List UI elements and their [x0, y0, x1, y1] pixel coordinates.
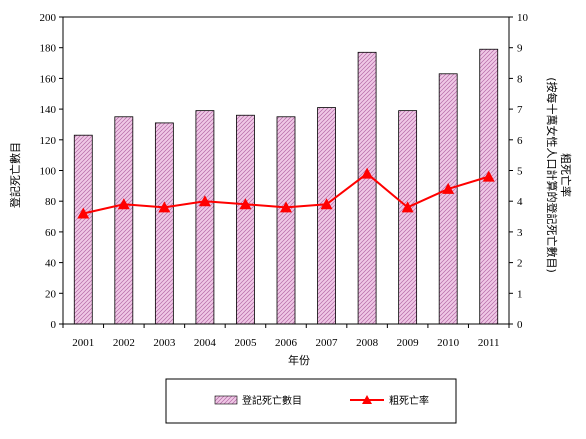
legend: 登記死亡數目 粗死亡率 — [165, 378, 457, 424]
legend-frame — [165, 378, 457, 424]
legend-line-label: 粗死亡率 — [389, 394, 429, 407]
legend-bar-label: 登記死亡數目 — [242, 394, 302, 407]
axes: 0 20 40 60 80 100 120 140 160 180 200 0 1 2 3 4 5 6 7 8 9 10 2… — [40, 12, 529, 349]
left-y-axis-title: 登記死亡數目 — [8, 142, 22, 208]
x-tick-label: 2006 — [275, 337, 298, 349]
left-y-tick-label: 120 — [40, 135, 57, 147]
line-point — [239, 198, 252, 210]
bar — [479, 48, 499, 325]
line-point — [401, 201, 414, 213]
right-y-axis-subtitle: (按每十萬女性人口計算的登記死亡數目) — [545, 77, 559, 273]
left-y-tick-label: 20 — [45, 288, 57, 300]
bar — [317, 107, 336, 325]
line-point — [280, 201, 292, 213]
right-y-tick-label: 10 — [517, 12, 529, 24]
line-point — [158, 201, 171, 213]
x-tick-label: 2009 — [397, 337, 420, 349]
left-y-tick-label: 140 — [40, 104, 57, 116]
legend-line-marker — [362, 395, 372, 404]
right-y-tick-label: 7 — [517, 104, 523, 116]
right-y-tick-label: 4 — [517, 196, 523, 208]
x-tick-label: 2002 — [113, 337, 135, 349]
right-y-axis-title: 粗死亡率 — [559, 153, 573, 197]
right-y-tick-label: 5 — [517, 166, 523, 178]
left-y-tick-label: 180 — [40, 43, 57, 55]
right-y-tick-label: 8 — [517, 73, 523, 85]
x-axis-title: 年份 — [288, 353, 310, 367]
x-tick-label: 2004 — [194, 337, 217, 349]
right-y-tick-label: 9 — [517, 43, 523, 55]
line-point — [198, 195, 211, 207]
left-y-tick-label: 160 — [40, 73, 57, 85]
x-tick-label: 2005 — [234, 337, 257, 349]
line-point — [117, 198, 130, 210]
right-y-tick-label: 3 — [517, 227, 523, 239]
bar-series — [73, 48, 499, 325]
line-point — [442, 182, 455, 194]
line-point — [77, 207, 90, 219]
bar — [236, 114, 255, 325]
legend-bar-swatch — [214, 395, 238, 405]
bar — [114, 116, 134, 325]
x-tick-label: 2008 — [356, 337, 379, 349]
bar — [438, 73, 458, 325]
right-y-tick-label: 2 — [517, 258, 523, 270]
line-point — [320, 198, 333, 210]
left-y-tick-label: 200 — [40, 12, 57, 24]
bar — [357, 51, 377, 325]
bar — [73, 134, 93, 325]
left-y-tick-label: 60 — [45, 227, 57, 239]
x-tick-label: 2001 — [72, 337, 94, 349]
bar — [195, 110, 215, 325]
left-y-tick-label: 100 — [40, 166, 57, 178]
bar — [398, 110, 418, 325]
right-y-tick-label: 1 — [517, 288, 523, 300]
x-tick-label: 2003 — [153, 337, 176, 349]
x-tick-label: 2011 — [478, 337, 500, 349]
x-tick-label: 2007 — [316, 337, 339, 349]
x-tick-label: 2010 — [437, 337, 460, 349]
bar — [276, 116, 296, 325]
line-point — [482, 170, 495, 182]
right-y-tick-label: 6 — [517, 135, 523, 147]
bar — [154, 122, 174, 325]
line-series — [77, 167, 495, 219]
right-y-tick-label: 0 — [517, 319, 523, 331]
line-point — [361, 167, 374, 179]
left-y-tick-label: 40 — [45, 258, 57, 270]
left-y-tick-label: 80 — [45, 196, 57, 208]
left-y-tick-label: 0 — [51, 319, 57, 331]
